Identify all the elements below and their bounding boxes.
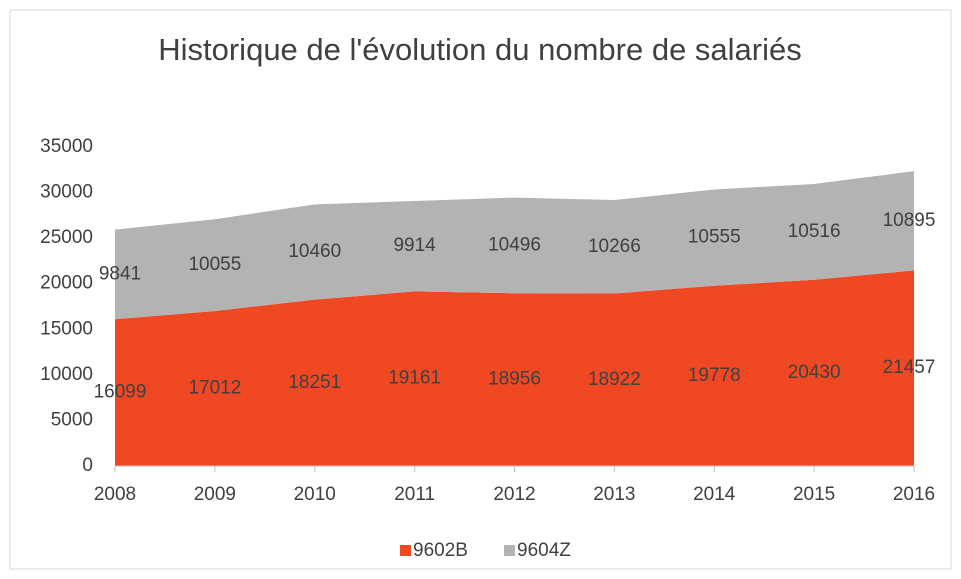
y-tick-label: 15000 <box>40 318 93 339</box>
data-label: 19778 <box>688 365 741 386</box>
x-tick-label: 2009 <box>194 484 236 505</box>
y-tick-label: 20000 <box>40 273 93 294</box>
data-label: 9841 <box>99 263 141 284</box>
legend-swatch <box>400 545 411 556</box>
y-tick-label: 10000 <box>40 364 93 385</box>
data-label: 17012 <box>188 377 241 398</box>
data-label: 10266 <box>588 236 641 257</box>
x-tick-label: 2014 <box>693 484 736 505</box>
data-label: 18922 <box>588 369 641 390</box>
legend-label: 9602B <box>413 540 468 561</box>
legend-label: 9604Z <box>517 540 571 561</box>
x-tick-label: 2008 <box>94 484 136 505</box>
data-label: 16099 <box>94 382 147 403</box>
data-label: 10555 <box>688 227 741 248</box>
data-label: 20430 <box>788 362 841 383</box>
x-tick-label: 2010 <box>294 484 336 505</box>
data-label: 10055 <box>188 254 241 275</box>
x-tick-label: 2012 <box>493 484 535 505</box>
data-label: 9914 <box>393 235 436 256</box>
data-label: 18251 <box>288 372 341 393</box>
data-label: 18956 <box>488 369 541 390</box>
data-label: 19161 <box>388 368 441 389</box>
x-tick-label: 2011 <box>394 484 435 505</box>
data-label: 10496 <box>488 234 541 255</box>
x-tick-label: 2016 <box>893 484 935 505</box>
area <box>115 171 914 320</box>
y-tick-label: 30000 <box>40 182 93 203</box>
y-tick-label: 5000 <box>51 409 93 430</box>
y-tick-label: 35000 <box>40 136 93 157</box>
legend-swatch <box>504 545 515 556</box>
data-label: 10895 <box>883 210 936 231</box>
y-tick-label: 25000 <box>40 227 93 248</box>
chart-title: Historique de l'évolution du nombre de s… <box>158 32 802 67</box>
y-tick-label: 0 <box>82 455 93 476</box>
data-label: 10516 <box>788 221 841 242</box>
area <box>115 270 914 466</box>
x-tick-label: 2013 <box>593 484 635 505</box>
data-label: 21457 <box>883 357 936 378</box>
data-label: 10460 <box>288 241 341 262</box>
x-tick-label: 2015 <box>793 484 835 505</box>
